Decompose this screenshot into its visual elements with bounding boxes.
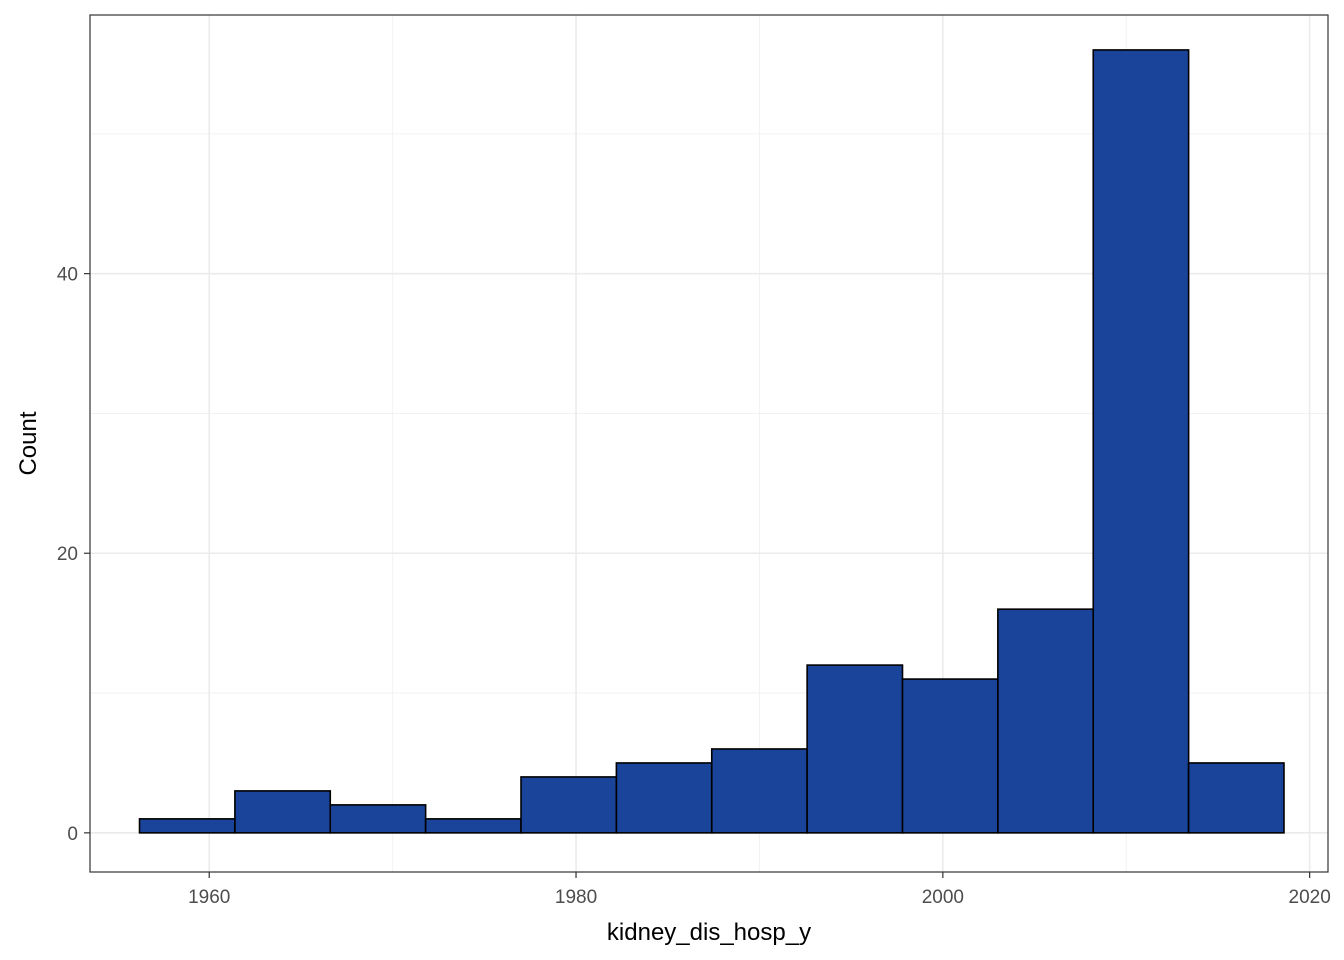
y-axis-title: Count — [15, 411, 42, 475]
histogram-bar — [710, 748, 808, 834]
histogram-bar — [997, 608, 1095, 834]
x-axis-title: kidney_dis_hosp_y — [607, 919, 811, 946]
histogram-bar — [520, 776, 618, 834]
histogram-bar — [901, 678, 999, 834]
histogram-bar — [234, 790, 332, 834]
histogram-bar — [806, 664, 904, 834]
y-tick-label: 0 — [67, 824, 78, 845]
histogram-bar — [615, 762, 713, 834]
y-tick-label: 40 — [57, 265, 78, 286]
histogram-bars — [138, 49, 1285, 834]
x-tick-label: 2000 — [922, 887, 964, 908]
histogram-bar — [329, 804, 427, 834]
x-tick-label: 1960 — [188, 887, 230, 908]
histogram-bar — [138, 818, 236, 834]
histogram-bar — [424, 818, 522, 834]
histogram-bar — [1092, 49, 1190, 834]
y-tick-label: 20 — [57, 544, 78, 565]
axis-ticks: 1960 1980 2000 2020 0 20 40 — [57, 265, 1331, 908]
x-tick-label: 1980 — [555, 887, 597, 908]
x-tick-label: 2020 — [1289, 887, 1331, 908]
histogram-bar — [1187, 762, 1285, 834]
plot-panel-border — [89, 14, 1329, 873]
